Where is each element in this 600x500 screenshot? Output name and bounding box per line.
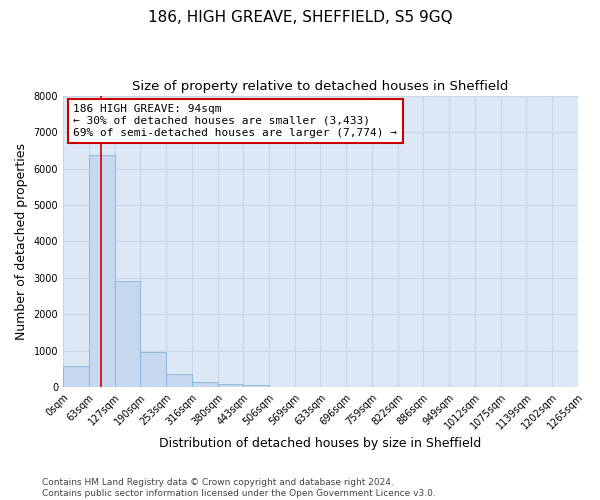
Y-axis label: Number of detached properties: Number of detached properties: [15, 143, 28, 340]
Bar: [243, 385, 269, 388]
Bar: [63, 366, 89, 388]
Bar: [140, 352, 166, 388]
Bar: [115, 281, 140, 388]
Text: 186 HIGH GREAVE: 94sqm
← 30% of detached houses are smaller (3,433)
69% of semi-: 186 HIGH GREAVE: 94sqm ← 30% of detached…: [73, 104, 397, 138]
X-axis label: Distribution of detached houses by size in Sheffield: Distribution of detached houses by size …: [160, 437, 482, 450]
Bar: [166, 374, 192, 388]
Text: Contains HM Land Registry data © Crown copyright and database right 2024.
Contai: Contains HM Land Registry data © Crown c…: [42, 478, 436, 498]
Text: 186, HIGH GREAVE, SHEFFIELD, S5 9GQ: 186, HIGH GREAVE, SHEFFIELD, S5 9GQ: [148, 10, 452, 25]
Title: Size of property relative to detached houses in Sheffield: Size of property relative to detached ho…: [132, 80, 509, 93]
Bar: [89, 154, 115, 388]
Bar: [218, 384, 243, 388]
Bar: [192, 382, 218, 388]
